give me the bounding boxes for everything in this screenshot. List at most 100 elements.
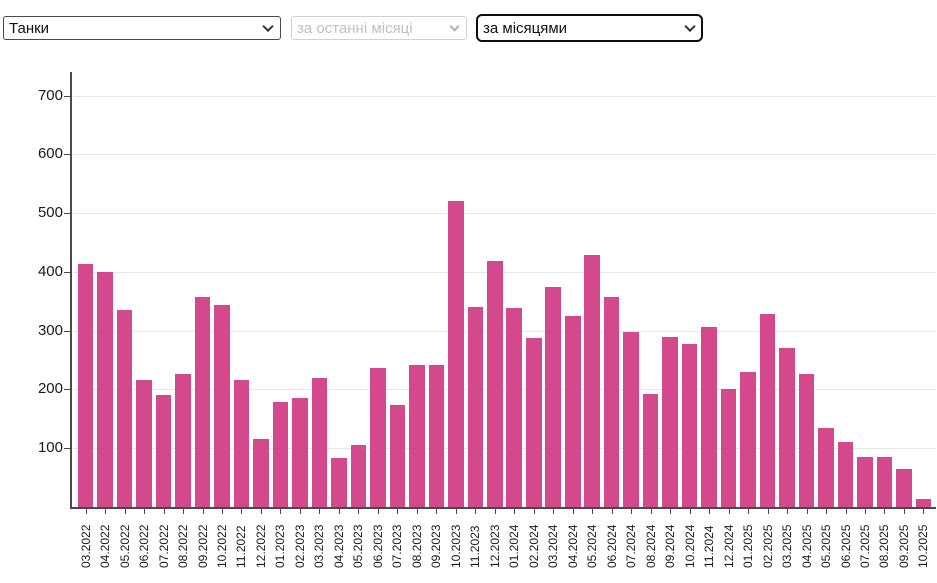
- bar-06.2022[interactable]: [136, 380, 152, 507]
- x-axis-label-03.2023: 03.2023: [312, 524, 327, 568]
- x-tick-05.2022: [124, 509, 126, 514]
- bar-11.2023[interactable]: [467, 306, 484, 507]
- grouping-select-wrap: за місяцями: [476, 14, 703, 42]
- x-axis-label-03.2024: 03.2024: [546, 524, 561, 568]
- bar-05.2025[interactable]: [818, 427, 834, 507]
- bar-05.2023[interactable]: [350, 444, 367, 507]
- x-tick-02.2025: [767, 509, 769, 514]
- x-axis-line: [70, 507, 936, 509]
- x-axis-label-09.2025: 09.2025: [896, 524, 911, 568]
- bar-10.2023[interactable]: [448, 200, 464, 507]
- gridline-600: [73, 154, 936, 156]
- x-axis-label-04.2023: 04.2023: [331, 524, 346, 568]
- x-axis-label-05.2023: 05.2023: [351, 524, 366, 568]
- bar-01.2025[interactable]: [740, 372, 756, 507]
- x-axis-label-02.2025: 02.2025: [760, 524, 775, 568]
- x-axis-label-02.2024: 02.2024: [526, 524, 541, 568]
- bar-04.2024[interactable]: [564, 315, 581, 507]
- x-axis-label-07.2023: 07.2023: [390, 524, 405, 568]
- x-axis-label-05.2022: 05.2022: [117, 524, 132, 568]
- x-tick-04.2024: [572, 509, 574, 514]
- gridline-200: [73, 389, 936, 391]
- x-axis-label-10.2024: 10.2024: [682, 524, 697, 568]
- x-tick-09.2024: [670, 509, 672, 514]
- x-tick-03.2024: [553, 509, 555, 514]
- y-axis-label-400: 400: [37, 262, 63, 280]
- bar-07.2025[interactable]: [857, 457, 873, 507]
- bar-03.2025[interactable]: [779, 348, 795, 507]
- bar-04.2022[interactable]: [97, 271, 113, 507]
- x-axis-label-09.2022: 09.2022: [195, 524, 210, 568]
- x-axis-label-07.2022: 07.2022: [156, 524, 171, 568]
- x-axis-label-10.2025: 10.2025: [916, 524, 931, 568]
- grouping-select[interactable]: за місяцями: [476, 14, 703, 42]
- bar-09.2025[interactable]: [896, 468, 912, 507]
- bar-08.2024[interactable]: [642, 394, 659, 507]
- bar-05.2022[interactable]: [116, 310, 133, 507]
- bar-12.2022[interactable]: [253, 439, 269, 507]
- x-axis-label-10.2023: 10.2023: [448, 524, 463, 568]
- y-axis-label-500: 500: [37, 204, 63, 222]
- bar-06.2023[interactable]: [370, 367, 386, 507]
- x-axis-label-10.2022: 10.2022: [214, 524, 229, 568]
- bar-10.2024[interactable]: [681, 343, 698, 507]
- bar-09.2023[interactable]: [428, 365, 445, 507]
- bar-02.2025[interactable]: [759, 313, 776, 507]
- y-axis-label-200: 200: [37, 380, 63, 398]
- bar-08.2022[interactable]: [175, 373, 191, 507]
- bar-07.2023[interactable]: [389, 405, 406, 507]
- bar-01.2024[interactable]: [506, 307, 523, 507]
- x-tick-09.2022: [202, 509, 204, 514]
- bar-03.2024[interactable]: [545, 286, 562, 507]
- bar-07.2022[interactable]: [155, 395, 172, 507]
- bar-06.2025[interactable]: [837, 442, 854, 507]
- x-axis-label-08.2024: 08.2024: [643, 524, 658, 568]
- x-tick-06.2024: [611, 509, 613, 514]
- x-axis-label-11.2024: 11.2024: [702, 525, 717, 569]
- bar-08.2025[interactable]: [876, 457, 893, 507]
- x-axis-label-05.2024: 05.2024: [585, 524, 600, 568]
- x-axis-label-07.2025: 07.2025: [858, 524, 872, 568]
- bar-04.2025[interactable]: [798, 373, 815, 507]
- x-tick-12.2024: [728, 509, 730, 514]
- x-axis-label-04.2022: 04.2022: [98, 524, 113, 568]
- x-axis-label-06.2024: 06.2024: [604, 524, 619, 568]
- x-tick-05.2024: [592, 509, 594, 514]
- bar-11.2024[interactable]: [701, 327, 717, 507]
- bar-01.2023[interactable]: [272, 402, 289, 507]
- bar-12.2024[interactable]: [720, 389, 737, 507]
- x-tick-01.2025: [748, 509, 750, 514]
- bar-09.2022[interactable]: [194, 297, 211, 507]
- x-tick-03.2023: [319, 509, 321, 514]
- bar-03.2023[interactable]: [311, 377, 328, 507]
- bar-04.2023[interactable]: [331, 458, 347, 507]
- category-select[interactable]: Танки: [3, 16, 281, 40]
- bar-10.2022[interactable]: [214, 305, 230, 507]
- y-axis-label-600: 600: [37, 145, 63, 163]
- bar-11.2022[interactable]: [233, 380, 250, 507]
- bar-02.2024[interactable]: [525, 338, 542, 507]
- x-tick-01.2024: [514, 509, 516, 514]
- x-tick-06.2025: [845, 509, 847, 514]
- y-tick-200: [64, 389, 71, 391]
- x-axis-label-03.2025: 03.2025: [780, 524, 795, 568]
- bar-03.2022[interactable]: [77, 264, 94, 507]
- x-tick-02.2024: [533, 509, 535, 514]
- bar-08.2023[interactable]: [409, 365, 425, 507]
- x-axis-label-02.2023: 02.2023: [292, 524, 307, 568]
- bar-10.2025[interactable]: [915, 499, 932, 507]
- bar-02.2023[interactable]: [292, 398, 308, 507]
- bar-05.2024[interactable]: [584, 255, 600, 507]
- x-tick-04.2022: [105, 509, 107, 514]
- x-tick-10.2024: [689, 509, 691, 514]
- bar-12.2023[interactable]: [486, 261, 503, 507]
- x-tick-03.2022: [85, 509, 87, 514]
- x-tick-10.2023: [455, 509, 457, 514]
- x-axis-label-08.2022: 08.2022: [176, 524, 191, 568]
- x-axis-label-11.2023: 11.2023: [468, 525, 483, 569]
- bar-07.2024[interactable]: [623, 331, 639, 507]
- bar-09.2024[interactable]: [662, 336, 678, 507]
- bar-06.2024[interactable]: [603, 297, 620, 507]
- x-axis-label-09.2024: 09.2024: [663, 524, 678, 568]
